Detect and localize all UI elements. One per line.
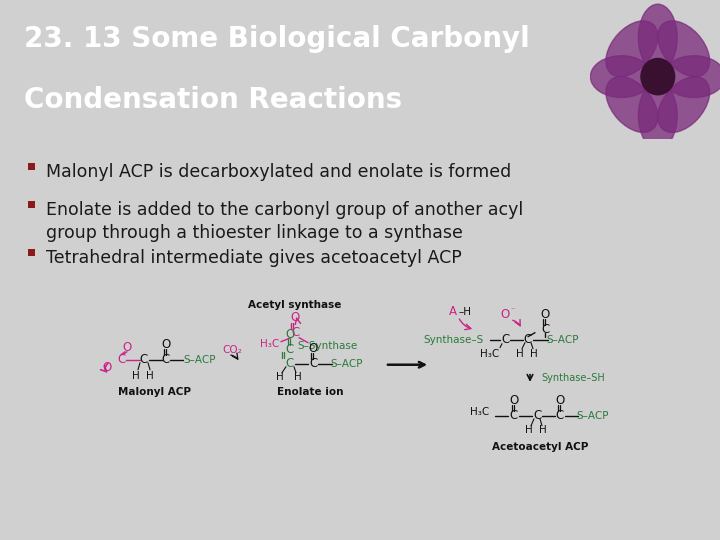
Text: H: H	[146, 371, 154, 381]
Text: C: C	[162, 353, 170, 366]
Text: Enolate is added to the carbonyl group of another acyl
group through a thioester: Enolate is added to the carbonyl group o…	[46, 201, 523, 242]
Ellipse shape	[639, 4, 678, 71]
Text: Malonyl ACP: Malonyl ACP	[119, 387, 192, 397]
FancyBboxPatch shape	[28, 249, 35, 256]
Text: Enolate ion: Enolate ion	[276, 387, 343, 397]
Text: O: O	[285, 328, 294, 341]
Text: H₃C: H₃C	[261, 339, 279, 349]
Ellipse shape	[663, 56, 720, 98]
Text: CO₂: CO₂	[222, 345, 242, 355]
Text: H: H	[539, 425, 547, 435]
Text: Malonyl ACP is decarboxylated and enolate is formed: Malonyl ACP is decarboxylated and enolat…	[46, 163, 511, 180]
Text: O: O	[161, 338, 171, 351]
Text: O: O	[555, 394, 564, 407]
Text: Tetrahedral intermediate gives acetoacetyl ACP: Tetrahedral intermediate gives acetoacet…	[46, 249, 462, 267]
Text: H: H	[276, 372, 284, 382]
Text: C: C	[140, 353, 148, 366]
Text: C: C	[533, 409, 541, 422]
Text: C: C	[118, 353, 126, 366]
Text: Synthase–S: Synthase–S	[423, 335, 483, 345]
Text: C: C	[286, 343, 294, 356]
Ellipse shape	[658, 21, 710, 77]
Text: Acetyl synthase: Acetyl synthase	[248, 300, 342, 309]
Text: H: H	[525, 425, 533, 435]
Text: C: C	[501, 333, 509, 346]
FancyBboxPatch shape	[28, 201, 35, 208]
Text: H: H	[530, 349, 538, 359]
Text: C: C	[524, 333, 532, 346]
Text: Synthase–SH: Synthase–SH	[541, 373, 605, 383]
Ellipse shape	[606, 21, 658, 77]
Text: H: H	[294, 372, 302, 382]
Text: O: O	[102, 361, 112, 374]
Text: O: O	[541, 308, 549, 321]
Text: O: O	[290, 311, 300, 324]
Text: Condensation Reactions: Condensation Reactions	[24, 86, 402, 114]
Ellipse shape	[658, 77, 710, 132]
Text: H₃C: H₃C	[470, 407, 490, 417]
Text: O: O	[500, 308, 510, 321]
Text: –H: –H	[459, 307, 472, 316]
Ellipse shape	[639, 82, 678, 149]
Text: O: O	[122, 341, 132, 354]
Text: A: A	[449, 305, 457, 318]
Text: S–ACP: S–ACP	[546, 335, 580, 345]
Text: H₃C: H₃C	[480, 349, 500, 359]
Text: C: C	[291, 326, 299, 339]
Text: H: H	[132, 371, 140, 381]
Text: ⁻: ⁻	[510, 305, 516, 314]
Ellipse shape	[590, 56, 652, 98]
Ellipse shape	[606, 77, 658, 132]
Text: 23. 13 Some Biological Carbonyl: 23. 13 Some Biological Carbonyl	[24, 25, 529, 53]
Text: C: C	[556, 409, 564, 422]
Text: S–ACP: S–ACP	[330, 359, 364, 369]
Text: C: C	[309, 357, 317, 370]
Text: H: H	[516, 349, 524, 359]
FancyBboxPatch shape	[28, 163, 35, 170]
Circle shape	[641, 58, 675, 94]
Text: C: C	[541, 323, 549, 336]
Text: S–ACP: S–ACP	[184, 355, 216, 365]
Text: O: O	[509, 394, 518, 407]
Text: Acetoacetyl ACP: Acetoacetyl ACP	[492, 442, 588, 452]
Text: O: O	[308, 342, 318, 355]
Text: S–Synthase: S–Synthase	[298, 341, 358, 350]
Text: S–ACP: S–ACP	[577, 411, 609, 421]
Text: C: C	[286, 357, 294, 370]
Text: C: C	[510, 409, 518, 422]
